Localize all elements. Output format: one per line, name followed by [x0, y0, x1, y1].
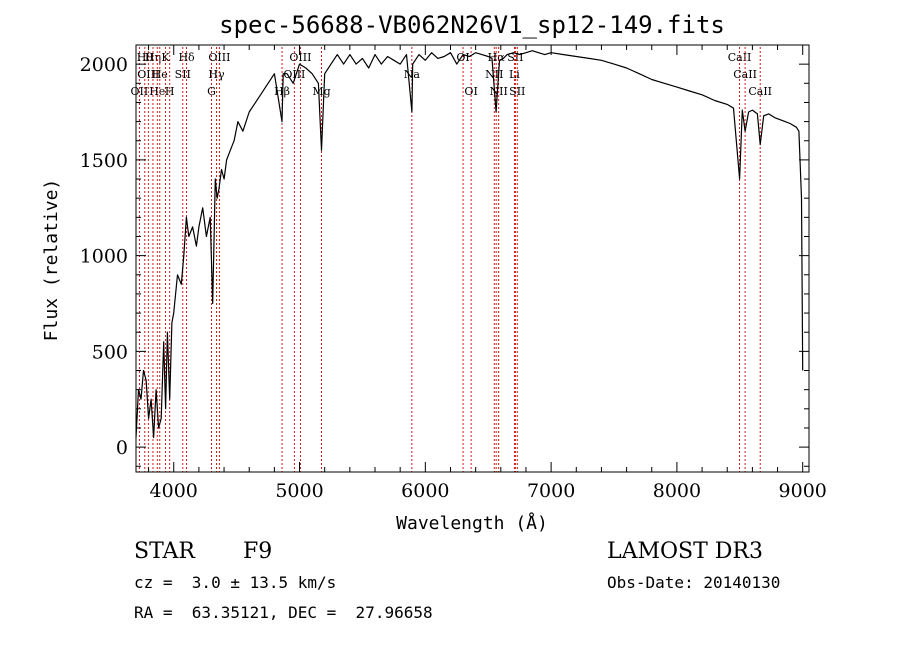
line-marker-label: Hδ [178, 51, 195, 64]
line-marker-label: CaII [748, 85, 772, 98]
line-marker-label: H [165, 85, 175, 98]
y-tick-label: 1000 [80, 246, 128, 268]
coordinates: RA = 63.35121, DEC = 27.96658 [134, 603, 433, 622]
x-tick-label: 5000 [275, 480, 323, 502]
x-tick-label: 9000 [779, 480, 827, 502]
line-marker-label: Li [509, 68, 520, 81]
line-marker-label: OIII [208, 51, 230, 64]
line-marker-label: CaII [728, 51, 752, 64]
line-marker-label: He [149, 85, 165, 98]
y-tick-label: 1500 [80, 150, 128, 172]
object-subclass: F9 [243, 539, 273, 564]
x-tick-label: 4000 [150, 480, 198, 502]
line-marker-label: Hθ [137, 51, 154, 64]
redshift-value: cz = 3.0 ± 13.5 km/s [134, 573, 337, 592]
y-tick-label: 0 [116, 437, 128, 459]
line-marker-label: OIII [137, 68, 159, 81]
chart-title: spec-56688-VB062N26V1_sp12-149.fits [219, 11, 725, 39]
line-marker-label: NII [490, 85, 508, 98]
line-marker-label: OIII [289, 51, 311, 64]
observation-date: Obs-Date: 20140130 [607, 573, 781, 592]
y-axis-label: Flux (relative) [41, 179, 62, 342]
emission-line-markers: OIIHθOIIIHηHeHeKHSIIHδGHγOIIIHβOIIIOIIIM… [131, 47, 772, 472]
y-tick-label: 500 [92, 341, 128, 363]
spectrum-line [135, 50, 804, 439]
line-marker-label: Hγ [208, 68, 225, 81]
x-tick-label: 8000 [653, 480, 701, 502]
axis-ticks: 4000 5000 6000 7000 8000 9000 0 500 1000 1500 2000 [80, 44, 827, 502]
plot-frame [135, 44, 810, 473]
x-tick-label: 7000 [527, 480, 575, 502]
line-marker-label: SII [175, 68, 191, 81]
line-marker-label: G [207, 85, 216, 98]
x-tick-label: 6000 [401, 480, 449, 502]
line-marker-label: OI [464, 85, 477, 98]
object-class: STAR [134, 539, 195, 564]
line-marker-label: K [161, 51, 170, 64]
survey-name: LAMOST DR3 [607, 539, 763, 564]
x-axis-label: Wavelength (Å) [396, 512, 548, 534]
y-tick-label: 2000 [80, 54, 128, 76]
line-marker-label: OII [131, 85, 149, 98]
line-marker-label: OIII [283, 68, 305, 81]
line-marker-label: CaII [733, 68, 757, 81]
line-marker-label: Mg [312, 85, 330, 98]
line-marker-label: NII [485, 68, 503, 81]
line-marker-label: He [152, 68, 168, 81]
line-marker-label: SII [509, 85, 525, 98]
line-marker-label: Hη [145, 51, 161, 64]
